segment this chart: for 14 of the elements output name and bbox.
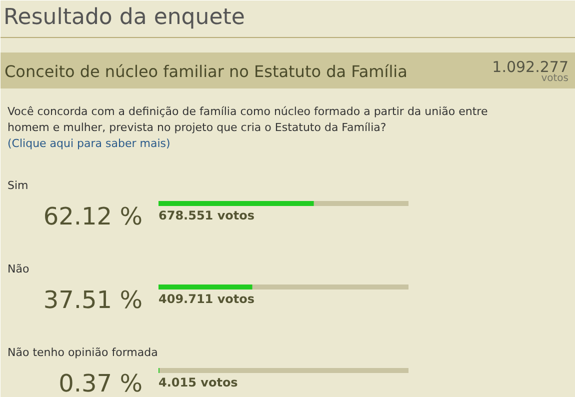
chart-title: Resultado da enquete xyxy=(4,5,245,30)
annotation: 4.015 votos xyxy=(158,376,238,390)
data-label: 0.37 % xyxy=(58,370,143,397)
data-label: 37.51 % xyxy=(43,286,142,314)
y-tick-label: Não xyxy=(8,262,30,276)
data-label: 62.12 % xyxy=(43,202,142,230)
text: votos xyxy=(541,73,569,84)
annotation: (Clique aqui para saber mais) xyxy=(8,137,170,150)
annotation: 409.711 votos xyxy=(158,292,255,306)
text: Você concorda com a definição de família como núcleo formado a partir da união entre homem e mulher, prevista no projeto que cria o Estatuto da Família? xyxy=(8,105,488,134)
annotation: 678.551 votos xyxy=(158,208,255,222)
y-tick-label: Sim xyxy=(8,179,28,192)
y-tick-label: Não tenho opinião formada xyxy=(8,346,158,359)
chart-subtitle: Conceito de núcleo familiar no Estatuto da Família xyxy=(4,62,408,81)
